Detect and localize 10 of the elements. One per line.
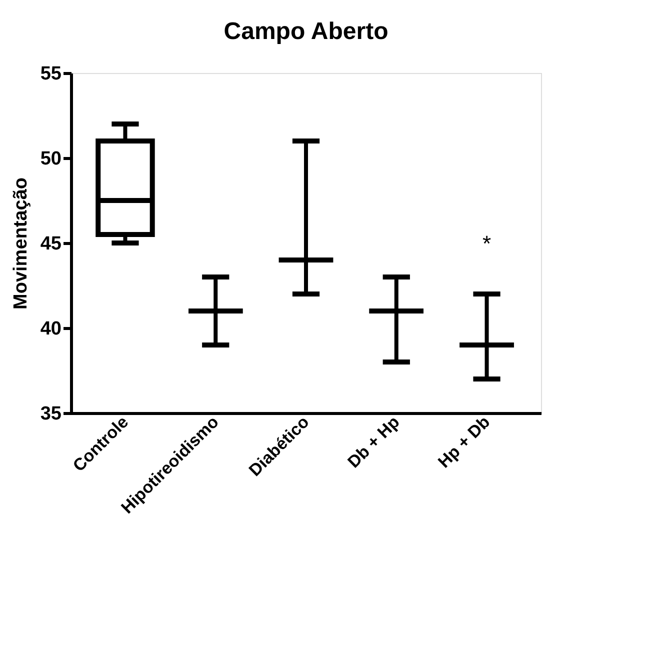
y-tick-label: 35 — [40, 404, 62, 424]
y-tick-label: 40 — [40, 318, 62, 340]
y-tick-label: 55 — [40, 64, 62, 84]
x-tick-label: Hp + Db — [434, 412, 494, 472]
y-tick-label: 45 — [40, 234, 62, 254]
y-tick-label: 50 — [40, 148, 62, 170]
y-axis-title: Movimentação — [10, 178, 32, 310]
x-tick-label: Db + Hp — [344, 412, 404, 472]
annotation: * — [482, 231, 492, 256]
chart-title: Campo Aberto — [224, 18, 388, 45]
